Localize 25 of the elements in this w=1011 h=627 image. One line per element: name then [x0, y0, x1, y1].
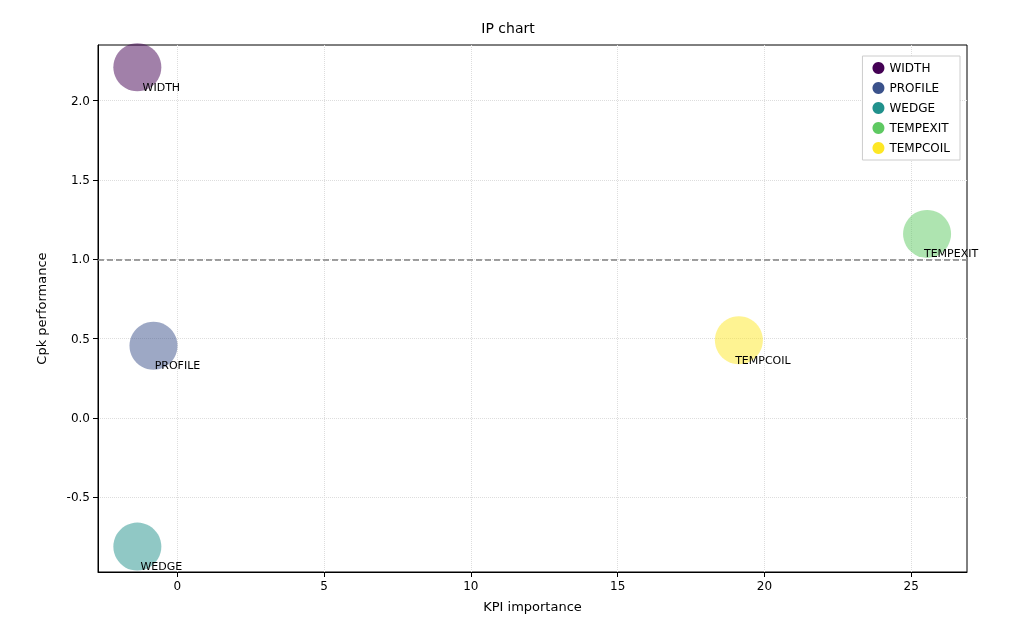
x-tick-label: 15 [610, 579, 626, 593]
y-tick-label: 0.5 [70, 331, 90, 346]
y-tick-label: 0.0 [70, 411, 90, 426]
legend-label: WEDGE [889, 101, 936, 115]
x-tick-label: 25 [903, 579, 919, 593]
text: WIDTH [142, 80, 181, 94]
legend-label: TEMPCOIL [888, 141, 951, 155]
y-tick-label: 2.0 [70, 93, 90, 108]
text: WEDGE [140, 560, 183, 574]
y-tick-label: 1.0 [70, 252, 90, 267]
text: TEMPCOIL [735, 353, 791, 367]
chart-title: IP chart [481, 20, 536, 36]
legend-label: WIDTH [889, 61, 931, 75]
legend-label: PROFILE [889, 81, 940, 95]
x-axis-title: KPI importance [483, 599, 582, 614]
text: PROFILE [154, 359, 201, 373]
x-tick-label: 5 [320, 579, 328, 593]
y-tick-label: 1.5 [70, 172, 90, 187]
y-axis-title: Cpk performance [34, 252, 49, 365]
text: TEMPEXIT [923, 247, 979, 261]
y-tick-label: -0.5 [66, 490, 90, 505]
x-tick-label: 0 [173, 579, 182, 593]
legend-label: TEMPEXIT [888, 121, 950, 135]
x-tick-label: 20 [756, 579, 773, 593]
x-tick-label: 10 [463, 579, 479, 593]
